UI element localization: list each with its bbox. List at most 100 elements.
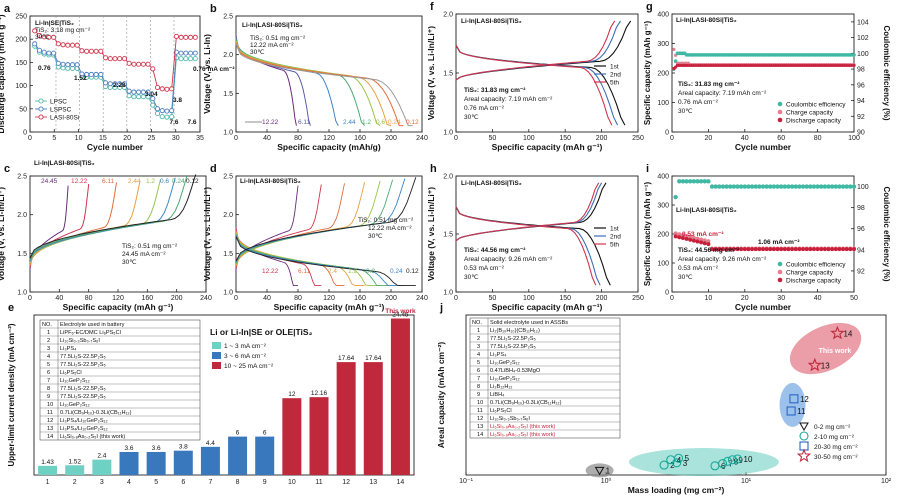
bar-value-label: 6 <box>263 430 267 437</box>
loading-text: TiS₂: 31.83 mg cm⁻² <box>678 81 740 88</box>
y-axis-label-a: Discharge capacity (mAh g⁻¹) <box>0 14 6 133</box>
rate-label: 0.53 mA cm⁻² <box>682 231 724 238</box>
x-tick-label: 150 <box>559 295 571 302</box>
legend-entry: 5th <box>610 242 619 249</box>
cell-config-text: Li-In|LASI-80Si|TiS₂ <box>676 17 737 24</box>
panel-f: f 0 50 100 150 200 250 1.0 1.5 2.0 Specific capaci… <box>426 1 644 152</box>
current-text: 0.53 mA cm⁻² <box>678 265 719 272</box>
data-point-LPSC <box>188 56 194 62</box>
panel-label-a: a <box>4 3 11 15</box>
rate-label: 0.76 mA cm⁻² <box>193 66 235 73</box>
discharge-point <box>717 247 722 252</box>
bar-13 <box>363 362 383 475</box>
panel-label-b: b <box>210 3 217 15</box>
data-point-13 <box>807 357 822 372</box>
ce-point <box>742 184 747 189</box>
legend-entry: 20-30 mg cm⁻² <box>814 444 858 451</box>
ce-point <box>709 184 715 189</box>
rate-curve-label: 12.22 <box>71 178 88 185</box>
charge-curve <box>235 184 322 269</box>
current-text: 0.76 mA cm⁻² <box>464 105 505 112</box>
y-axis-label-h: Voltage (V, vs. Li-In/Li⁺) <box>426 187 436 281</box>
data-point-LASI-80Si <box>79 48 85 54</box>
y-tick-label: 2.0 <box>223 52 233 59</box>
discharge-point <box>804 247 809 252</box>
point-label: 6 <box>721 462 726 471</box>
discharge-point <box>742 247 747 252</box>
y-tick-label: 1.0 <box>223 290 233 297</box>
rate-curve-label: 0.6 <box>376 119 385 126</box>
data-point-LSPSC <box>169 108 175 114</box>
panel-b: b 0 40 80 120 160 200 240 1.0 1.5 2.0 2.5 Specific c… <box>202 3 428 152</box>
bar-7 <box>200 446 220 475</box>
discharge-point <box>848 247 853 252</box>
ce-point <box>702 179 707 184</box>
bar-9 <box>255 436 275 475</box>
x-tick-label: 0 <box>234 135 238 142</box>
x-tick-label: 5 <box>154 479 158 486</box>
loading-text: TiS₂: 44.56 mg cm⁻² <box>464 247 526 254</box>
x-axis-label-c: Specific capacity (mAh g⁻¹) <box>63 302 174 312</box>
y2-tick-label: 94 <box>857 247 865 254</box>
panel-label-i: i <box>646 163 649 175</box>
data-point-LPSC <box>159 114 165 120</box>
table-row-text: Li₃PS₄ <box>60 346 77 352</box>
y-axis-label-c: Voltage (V, vs. Li-In/Li⁺) <box>0 187 6 281</box>
ce-point <box>735 184 740 189</box>
ce-point <box>789 184 795 189</box>
discharge-point <box>793 247 798 252</box>
x-tick-label: 7 <box>208 479 212 486</box>
x-tick-label: 2 <box>73 479 77 486</box>
y2-tick-label: 92 <box>857 114 865 121</box>
legend-entry: 2nd <box>610 72 621 79</box>
data-point-LASI-80Si <box>183 34 189 40</box>
loading-text: TiS₂: 0.51 mg cm⁻² <box>122 243 178 250</box>
x-tick-label: 150 <box>559 135 571 142</box>
x-tick-label: 200 <box>385 295 397 302</box>
x-tick-label: 0 <box>670 135 674 142</box>
point-label: 1 <box>606 466 611 475</box>
discharge-point <box>710 247 715 252</box>
cluster-20-30 <box>779 382 806 427</box>
discharge-curve <box>235 231 365 287</box>
data-point-LSPSC <box>131 89 137 95</box>
bar-value-label: 17.64 <box>365 355 382 362</box>
ce-point <box>698 179 704 184</box>
data-point-LSPSC <box>74 62 80 68</box>
x-tick-label: 20 <box>741 295 749 302</box>
data-point-LASI-80Si <box>173 33 179 39</box>
data-point-LSPSC <box>88 71 94 78</box>
ce-point <box>826 184 831 189</box>
discharge-point <box>833 247 838 252</box>
x-tick-label: 0 <box>454 135 458 142</box>
data-point-LASI-80Si <box>188 34 194 40</box>
y-tick-label: 1.5 <box>443 232 453 239</box>
y-tick-label: 0 <box>665 290 669 297</box>
data-point-2 <box>659 460 669 470</box>
table-row-number: 9 <box>47 394 50 400</box>
table-row-number: 14 <box>477 432 483 438</box>
data-point-LASI-80Si <box>140 61 146 67</box>
bar-11 <box>309 397 329 475</box>
data-point-LASI-80Si <box>112 56 118 62</box>
data-point-14 <box>830 325 845 340</box>
table-row-number: 12 <box>47 418 53 424</box>
table-header: NO. <box>42 322 52 328</box>
point-label: 10 <box>744 455 753 464</box>
charge-curve-2nd <box>455 20 621 81</box>
discharge-curve-5th <box>455 44 613 126</box>
ce-point <box>717 184 722 189</box>
bar-value-label: 24.45 <box>392 312 409 319</box>
legend-entry: 3 ~ 6 mA cm⁻² <box>224 353 267 360</box>
table-row-text: Li₁₀GeP₂S₁₂ <box>490 360 520 366</box>
table-header: NO. <box>472 320 482 326</box>
discharge-point <box>819 247 824 252</box>
panel-label-c: c <box>4 163 10 175</box>
legend-entry: 1 ~ 3 mA cm⁻² <box>224 343 267 350</box>
y-tick-label: 100 <box>15 83 27 90</box>
data-point-LASI-80Si <box>145 61 151 67</box>
legend-entry: LASI-80Si <box>50 115 79 122</box>
bar-value-label: 3.8 <box>179 444 188 451</box>
data-point-LASI-80Si <box>192 34 198 40</box>
ce-point <box>829 184 835 189</box>
